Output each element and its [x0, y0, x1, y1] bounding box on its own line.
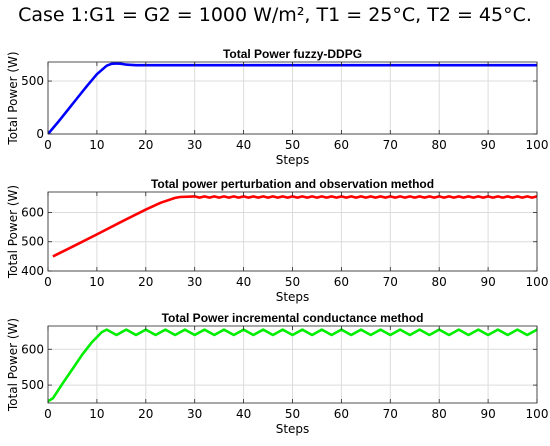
y-tick-label: 600	[21, 342, 44, 356]
x-tick-label: 90	[480, 138, 495, 152]
y-axis-label: Total Power (W)	[6, 51, 20, 145]
x-tick-label: 80	[432, 138, 447, 152]
chart-panel-3: 0 10 20 30 40 50 60 70 80 90 100 500 600 Steps Total P…	[6, 311, 548, 436]
chart-panel-1: 0 10 20 30 40 50 60 70 80 90 100 0 500 Steps Total Pow…	[6, 47, 548, 167]
series-line	[48, 62, 537, 134]
x-tick-label: 90	[480, 275, 495, 289]
y-tick-label: 600	[21, 205, 44, 219]
x-tick-label: 20	[138, 138, 153, 152]
y-axis-label: Total Power (W)	[6, 185, 20, 279]
x-tick-label: 60	[334, 138, 349, 152]
x-tick-label: 60	[334, 275, 349, 289]
x-tick-label: 0	[44, 138, 52, 152]
chart-title: Total Power incremental conductance meth…	[162, 311, 424, 325]
y-tick-label: 500	[21, 74, 44, 88]
x-tick-label: 50	[285, 407, 300, 421]
x-tick-label: 70	[383, 138, 398, 152]
x-tick-label: 0	[44, 275, 52, 289]
x-tick-label: 50	[285, 138, 300, 152]
x-tick-label: 80	[432, 407, 447, 421]
x-tick-label: 70	[383, 407, 398, 421]
x-axis-label: Steps	[276, 153, 310, 167]
x-tick-label: 30	[187, 138, 202, 152]
x-tick-label: 40	[236, 138, 251, 152]
x-tick-label: 90	[480, 407, 495, 421]
y-tick-label: 0	[36, 127, 44, 141]
x-axis-label: Steps	[276, 290, 310, 304]
y-tick-label: 400	[21, 264, 44, 278]
series-line	[52, 195, 537, 258]
x-tick-label: 100	[526, 407, 549, 421]
x-tick-label: 50	[285, 275, 300, 289]
y-tick-label: 500	[21, 378, 44, 392]
x-tick-label: 10	[89, 138, 104, 152]
x-tick-label: 100	[526, 138, 549, 152]
x-tick-label: 60	[334, 407, 349, 421]
y-tick-label: 500	[21, 235, 44, 249]
x-tick-label: 40	[236, 275, 251, 289]
x-tick-label: 100	[526, 275, 549, 289]
chart-panel-2: 0 10 20 30 40 50 60 70 80 90 100 400 500 600 Steps Tota…	[6, 177, 548, 304]
chart-title: Total Power fuzzy-DDPG	[223, 47, 362, 61]
x-tick-label: 0	[44, 407, 52, 421]
figure-title: Case 1:G1 = G2 = 1000 W/m², T1 = 25°C, T…	[18, 4, 532, 26]
x-tick-label: 10	[89, 407, 104, 421]
x-tick-label: 30	[187, 407, 202, 421]
series-line	[48, 328, 537, 403]
x-tick-label: 40	[236, 407, 251, 421]
y-axis-label: Total Power (W)	[6, 318, 20, 412]
x-tick-label: 70	[383, 275, 398, 289]
x-tick-label: 20	[138, 407, 153, 421]
x-tick-label: 10	[89, 275, 104, 289]
x-tick-label: 20	[138, 275, 153, 289]
x-tick-label: 80	[432, 275, 447, 289]
x-axis-label: Steps	[276, 422, 310, 436]
chart-title: Total power perturbation and observation…	[151, 177, 434, 191]
x-tick-label: 30	[187, 275, 202, 289]
